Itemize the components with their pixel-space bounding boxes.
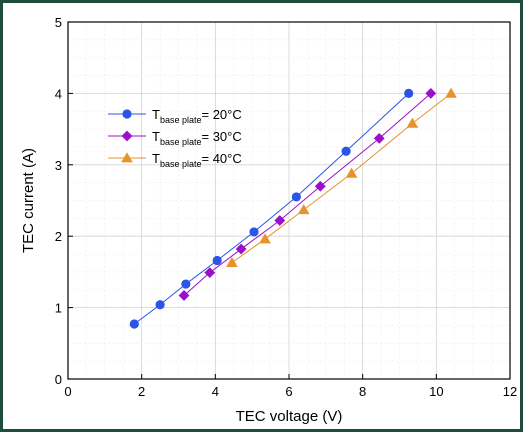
legend-label-value: = 40°C [202, 151, 242, 166]
data-point [235, 243, 247, 255]
legend-label-value: = 30°C [202, 129, 242, 144]
x-tick-label: 2 [138, 384, 145, 399]
legend-label-sub: base plate [160, 159, 202, 169]
x-tick-label: 8 [359, 384, 366, 399]
legend-label-main: T [152, 129, 160, 144]
series-line [134, 93, 410, 325]
data-point [297, 203, 310, 215]
x-tick-label: 6 [285, 384, 292, 399]
tick-marks [67, 21, 511, 380]
series-3 [226, 87, 457, 267]
legend-label-main: T [152, 107, 160, 122]
data-point [373, 132, 385, 144]
x-tick-label: 12 [503, 384, 517, 399]
data-point [259, 233, 271, 244]
legend-label-sub: base plate [160, 115, 202, 125]
y-tick-label: 5 [55, 15, 62, 30]
legend-label-sub: base plate [160, 137, 202, 147]
data-point [425, 88, 437, 99]
legend-marker [122, 109, 132, 119]
data-point [249, 227, 259, 237]
data-point [129, 319, 139, 329]
legend-label: Tbase plate= 20°C [152, 107, 242, 125]
x-axis-label: TEC voltage (V) [236, 408, 343, 425]
y-tick-label: 1 [55, 301, 62, 316]
y-tick-label: 4 [55, 86, 62, 101]
series-layer [129, 87, 457, 329]
y-tick-label: 0 [55, 372, 62, 387]
y-tick-label: 3 [55, 158, 62, 173]
y-axis-label: TEC current (A) [20, 148, 37, 253]
legend-label-value: = 20°C [202, 107, 242, 122]
data-point [181, 279, 191, 289]
x-tick-label: 0 [64, 384, 71, 399]
legend-entry: Tbase plate= 20°C [108, 107, 242, 125]
data-point [274, 215, 286, 226]
legend-entry: Tbase plate= 40°C [108, 151, 242, 169]
data-point [291, 192, 301, 202]
series-1 [129, 88, 414, 329]
data-point [345, 167, 358, 178]
data-point [212, 255, 222, 266]
data-point [406, 117, 419, 128]
legend-label: Tbase plate= 40°C [152, 151, 242, 169]
legend-entry: Tbase plate= 30°C [108, 129, 242, 147]
series-2 [178, 88, 437, 301]
x-tick-label: 4 [212, 384, 219, 399]
legend-marker [121, 152, 133, 163]
y-tick-label: 2 [55, 229, 62, 244]
legend-label: Tbase plate= 30°C [152, 129, 242, 147]
data-point [226, 256, 238, 267]
data-point [314, 180, 326, 192]
data-point [404, 88, 414, 98]
data-point [341, 146, 351, 156]
x-tick-label: 10 [429, 384, 443, 399]
data-point [204, 267, 216, 279]
data-point [178, 290, 190, 301]
legend-label-main: T [152, 151, 160, 166]
data-point [155, 300, 165, 310]
legend-marker [121, 130, 133, 142]
data-point [445, 87, 457, 98]
